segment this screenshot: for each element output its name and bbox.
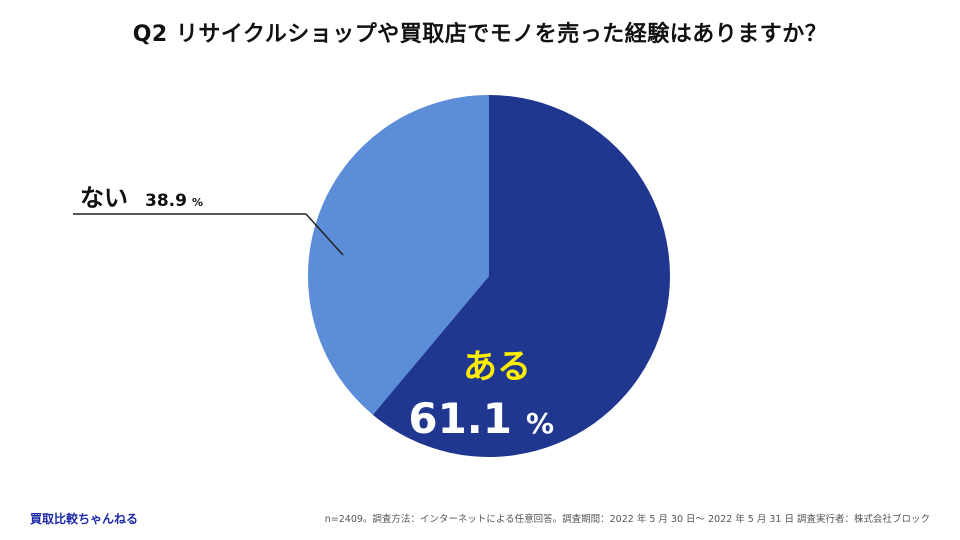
brand-name: 買取比較ちゃんねる bbox=[30, 512, 139, 526]
slice-label-nai: ない bbox=[80, 184, 128, 212]
slice-label-aru: ある bbox=[463, 347, 531, 387]
leader-line-diagonal bbox=[305, 213, 344, 256]
chart-title: Q2 リサイクルショップや買取店でモノを売った経験はありますか？ bbox=[132, 22, 828, 47]
pie-slice-nai bbox=[307, 95, 489, 415]
slice-unit-aru: % bbox=[526, 407, 554, 440]
survey-footnote: n=2409。調査方法：インターネットによる任意回答。調査期間：2022 年 5… bbox=[324, 514, 930, 525]
slice-value-aru: 61.1 bbox=[408, 394, 512, 443]
slice-unit-nai: % bbox=[192, 196, 203, 209]
slice-value-nai: 38.9 bbox=[145, 191, 187, 211]
pie-slice-aru bbox=[372, 95, 670, 457]
